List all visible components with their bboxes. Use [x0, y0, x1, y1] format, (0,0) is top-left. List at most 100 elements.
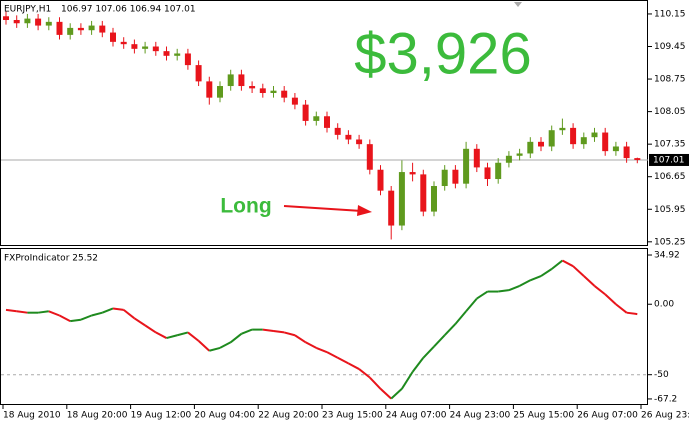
candle-body	[227, 74, 234, 87]
candle-body	[388, 190, 395, 226]
indicator-segment	[91, 311, 103, 317]
indicator-segment	[551, 259, 564, 270]
y-tick-label: 106.65	[654, 172, 686, 182]
indicator-segment	[604, 293, 617, 305]
candle-body	[559, 127, 566, 131]
candle-body	[398, 172, 405, 226]
indicator-segment	[454, 310, 467, 325]
indicator-segment	[401, 371, 414, 390]
x-tick-label: 19 Aug 12:00	[131, 411, 192, 421]
indicator-segment	[187, 331, 200, 342]
x-tick-label: 20 Aug 04:00	[194, 411, 255, 421]
x-tick-label: 26 Aug 23:00	[641, 411, 689, 421]
indicator-segment	[508, 284, 520, 292]
x-tick-label: 23 Aug 15:00	[322, 411, 383, 421]
indicator-segment	[133, 317, 146, 327]
candle-body	[602, 132, 609, 152]
indicator-segment	[101, 307, 114, 314]
candle-body	[548, 130, 555, 147]
indicator-segment	[390, 388, 403, 400]
shift-marker	[514, 2, 522, 7]
candle-body	[420, 174, 427, 212]
candle-body	[249, 86, 256, 89]
indicator-segment	[59, 314, 71, 323]
indicator-segment	[476, 290, 489, 300]
y-tick-label: 108.05	[654, 107, 686, 117]
candle-body	[195, 65, 202, 82]
indicator-segment	[197, 340, 210, 352]
candle-body	[634, 158, 641, 160]
indicator-segment	[358, 368, 371, 379]
candle-body	[623, 146, 630, 159]
candle-body	[356, 139, 363, 145]
indicator-segment	[443, 323, 457, 336]
candle-body	[131, 44, 138, 49]
candle-body	[24, 18, 31, 24]
candle-body	[56, 21, 63, 35]
indicator-segment	[626, 311, 638, 316]
indicator-title: FXProIndicator 25.52	[4, 254, 98, 264]
candle-body	[67, 27, 74, 35]
candle-body	[591, 132, 598, 138]
candle-body	[580, 137, 587, 145]
y-tick-label: 0.00	[654, 300, 674, 310]
y-tick-label: 110.15	[654, 9, 686, 19]
indicator-segment	[572, 265, 585, 277]
candle-body	[45, 21, 52, 26]
candle-body	[484, 167, 491, 180]
indicator-segment	[519, 279, 531, 287]
candle-body	[206, 81, 213, 98]
candle-body	[88, 25, 95, 31]
indicator-segment	[561, 259, 574, 268]
candle-body	[570, 127, 577, 145]
indicator-segment	[283, 331, 296, 337]
candle-body	[281, 90, 288, 98]
y-tick-label: 105.95	[654, 205, 686, 215]
candle-body	[291, 97, 298, 105]
indicator-segment	[80, 314, 92, 321]
candle-body	[366, 144, 373, 170]
last-price-box	[649, 153, 689, 166]
y-tick-label: 105.25	[654, 237, 686, 247]
indicator-segment	[593, 285, 606, 296]
candle-body	[3, 16, 9, 20]
indicator-segment	[219, 341, 232, 349]
x-tick-label: 24 Aug 07:00	[386, 411, 447, 421]
candle-body	[270, 90, 277, 94]
indicator-segment	[615, 303, 628, 314]
indicator-panel	[0, 248, 648, 405]
indicator-segment	[144, 324, 157, 334]
arrow-head	[357, 205, 372, 216]
indicator-segment	[16, 310, 28, 314]
indicator-segment	[262, 328, 274, 333]
candle-body	[77, 27, 84, 31]
indicator-segment	[540, 268, 553, 277]
candle-body	[313, 116, 320, 121]
indicator-segment	[209, 346, 221, 352]
candle-body	[238, 74, 245, 87]
y-tick-label: -50	[654, 370, 669, 380]
y-tick-label: 109.45	[654, 42, 686, 52]
indicator-segment	[48, 310, 60, 317]
candle-body	[99, 25, 106, 33]
candle-body	[324, 116, 330, 128]
candle-body	[538, 141, 544, 147]
indicator-segment	[498, 289, 510, 293]
indicator-segment	[230, 333, 243, 344]
arrow-shaft	[283, 205, 363, 212]
candle-body	[142, 46, 149, 49]
indicator-segment	[241, 328, 253, 335]
x-tick-label: 22 Aug 20:00	[258, 411, 319, 421]
indicator-segment	[176, 331, 189, 337]
candle-body	[120, 41, 127, 45]
candle-body	[184, 53, 191, 66]
indicator-segment	[337, 356, 349, 365]
indicator-segment	[529, 275, 542, 282]
indicator-segment	[112, 307, 124, 311]
last-price-label: 107.01	[653, 155, 685, 165]
indicator-segment	[465, 297, 478, 312]
y-tick-label: -67.2	[654, 394, 677, 404]
x-tick-label: 25 Aug 15:00	[513, 411, 574, 421]
candle-body	[441, 169, 448, 187]
